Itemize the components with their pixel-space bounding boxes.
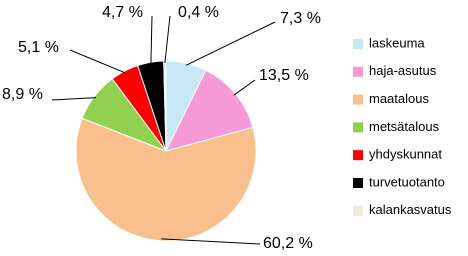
leader-line (233, 79, 256, 96)
data-label: 13,5 % (259, 67, 309, 84)
legend-label: haja-asutus (369, 63, 437, 78)
legend-label: yhdyskunnat (369, 147, 442, 162)
data-label: 8,9 % (2, 86, 43, 103)
legend-swatch (353, 39, 363, 49)
legend-label: metsätalous (369, 119, 440, 134)
leader-line (185, 21, 276, 66)
data-label: 60,2 % (263, 235, 313, 252)
leader-line (69, 49, 126, 74)
data-label: 4,7 % (102, 4, 143, 21)
legend-swatch (353, 66, 363, 77)
leader-line (164, 15, 171, 64)
legend-swatch (353, 150, 363, 161)
data-label: 7,3 % (280, 10, 321, 27)
leader-line (51, 97, 97, 101)
leader-line (161, 238, 261, 245)
legend-label: maatalous (369, 91, 429, 106)
leader-line (150, 15, 153, 65)
legend-swatch (353, 178, 363, 188)
data-label: 5,1 % (18, 39, 59, 56)
legend-swatch (353, 205, 363, 216)
legend-swatch (353, 94, 363, 105)
legend-swatch (353, 122, 363, 133)
legend-label: turvetuotanto (369, 174, 445, 189)
pie-slice (75, 117, 257, 242)
legend-label: laskeuma (369, 35, 425, 50)
legend-label: kalankasvatus (369, 202, 452, 217)
data-label: 0,4 % (178, 4, 219, 21)
